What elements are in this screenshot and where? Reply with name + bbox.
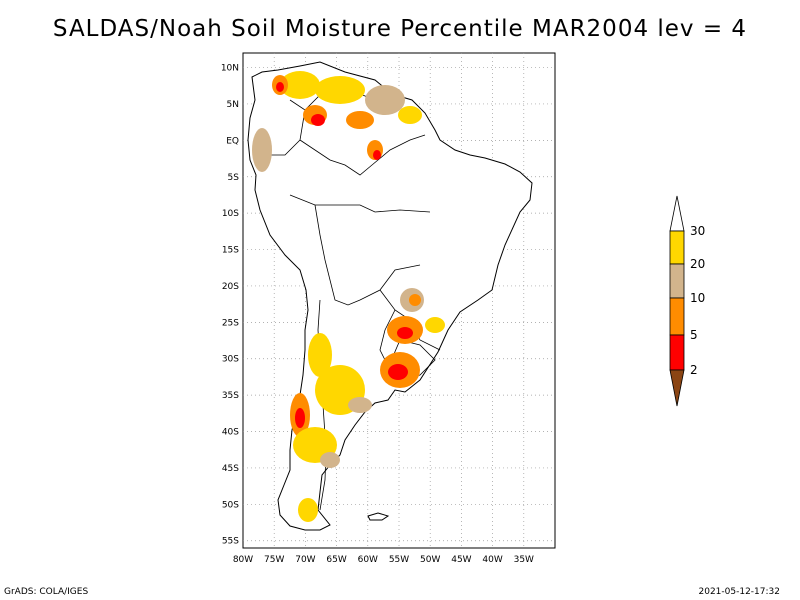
lon-tick-label: 60W [358,555,378,565]
longitude-tick-labels: 80W 75W 70W 65W 60W 55W 50W 45W 40W 35W [233,555,534,565]
colorbar-label-20: 20 [690,257,705,271]
footer-credit: GrADS: COLA/IGES [4,587,89,597]
lat-tick-label: EQ [226,136,239,146]
colorbar-top-triangle [669,195,685,232]
lon-tick-label: 45W [451,555,471,565]
lat-tick-label: 15S [222,246,239,256]
colorbar: 30 20 10 5 2 [669,195,705,407]
map-title: SALDAS/Noah Soil Moisture Percentile MAR… [52,16,748,42]
south-america-coastline [247,61,533,531]
lon-tick-label: 35W [514,555,534,565]
lat-tick-label: 10S [222,209,239,219]
percentile-shading [252,71,445,522]
colorbar-segment-2-5 [669,334,685,371]
lat-tick-label: 55S [222,537,239,547]
latitude-tick-labels: 10N 5N EQ 5S 10S 15S 20S 25S 30S 35S 40S 45S 50S 55S [221,64,239,547]
colorbar-label-5: 5 [690,328,698,342]
lat-tick-label: 35S [222,391,239,401]
colorbar-bottom-triangle [669,369,685,407]
colorbar-label-30: 30 [690,224,705,238]
footer-timestamp: 2021-05-12-17:32 [698,587,781,597]
colorbar-label-2: 2 [690,363,698,377]
colorbar-segment-20-30 [669,230,685,265]
lon-tick-label: 80W [233,555,253,565]
lat-tick-label: 10N [221,64,239,74]
lat-tick-label: 45S [222,464,239,474]
falkland-islands [367,512,390,521]
colorbar-label-10: 10 [690,291,705,305]
lon-tick-label: 70W [295,555,315,565]
lon-tick-label: 40W [482,555,502,565]
lat-tick-label: 50S [222,500,239,510]
colorbar-segment-10-20 [669,263,685,299]
lat-tick-label: 25S [222,318,239,328]
lat-tick-label: 20S [222,282,239,292]
lon-tick-label: 50W [420,555,440,565]
lat-tick-label: 30S [222,355,239,365]
lon-tick-label: 75W [264,555,284,565]
lat-tick-label: 5S [228,173,240,183]
lat-tick-label: 5N [227,100,239,110]
lon-tick-label: 65W [326,555,346,565]
lat-tick-label: 40S [222,428,239,438]
colorbar-segment-5-10 [669,297,685,336]
lon-tick-label: 55W [389,555,409,565]
